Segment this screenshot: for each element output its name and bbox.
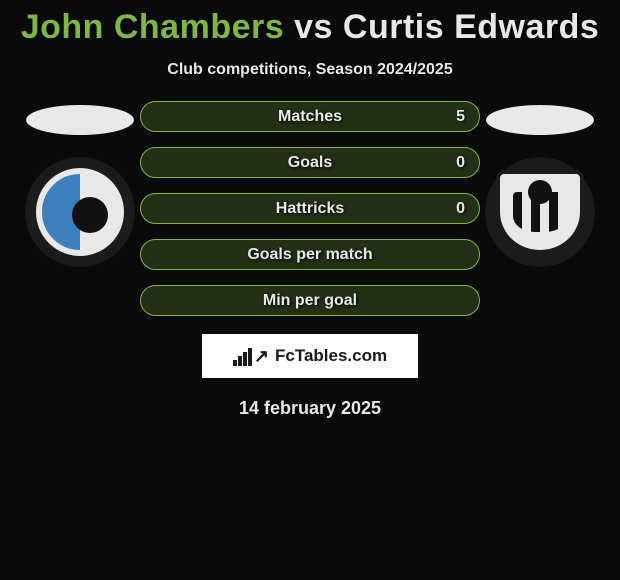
gillingham-crest-icon <box>36 168 124 256</box>
title-vs: vs <box>294 8 333 46</box>
stat-bars: Matches 5 Goals 0 Hattricks 0 Goals per … <box>140 101 480 316</box>
away-side <box>480 101 600 316</box>
crest-ball-icon <box>528 180 552 204</box>
home-flag-ellipse <box>26 105 134 135</box>
title-player1: John Chambers <box>21 8 284 46</box>
stat-label: Matches <box>278 108 342 126</box>
stat-label: Min per goal <box>263 292 357 310</box>
brand-text: FcTables.com <box>275 346 387 366</box>
page-title: John Chambers vs Curtis Edwards <box>0 0 620 47</box>
brand-bars-icon <box>233 346 252 366</box>
stat-label: Hattricks <box>276 200 344 218</box>
away-flag-ellipse <box>486 105 594 135</box>
home-side <box>20 101 140 316</box>
title-player2: Curtis Edwards <box>343 8 599 46</box>
stat-right-value: 0 <box>456 154 465 172</box>
stat-bar-goals: Goals 0 <box>140 147 480 178</box>
stat-right-value: 5 <box>456 108 465 126</box>
stat-label: Goals per match <box>247 246 372 264</box>
stat-right-value: 0 <box>456 200 465 218</box>
stat-bar-min-per-goal: Min per goal <box>140 285 480 316</box>
stat-bar-goals-per-match: Goals per match <box>140 239 480 270</box>
brand-arrow-icon: ↗ <box>254 346 269 367</box>
brand-logo[interactable]: ↗ FcTables.com <box>202 334 418 378</box>
notts-county-crest-icon <box>496 170 584 254</box>
comparison-container: Matches 5 Goals 0 Hattricks 0 Goals per … <box>0 101 620 316</box>
stat-bar-hattricks: Hattricks 0 <box>140 193 480 224</box>
subtitle: Club competitions, Season 2024/2025 <box>0 61 620 79</box>
home-club-badge <box>25 157 135 267</box>
stat-bar-matches: Matches 5 <box>140 101 480 132</box>
away-club-badge <box>485 157 595 267</box>
generated-date: 14 february 2025 <box>0 398 620 419</box>
stat-label: Goals <box>288 154 332 172</box>
